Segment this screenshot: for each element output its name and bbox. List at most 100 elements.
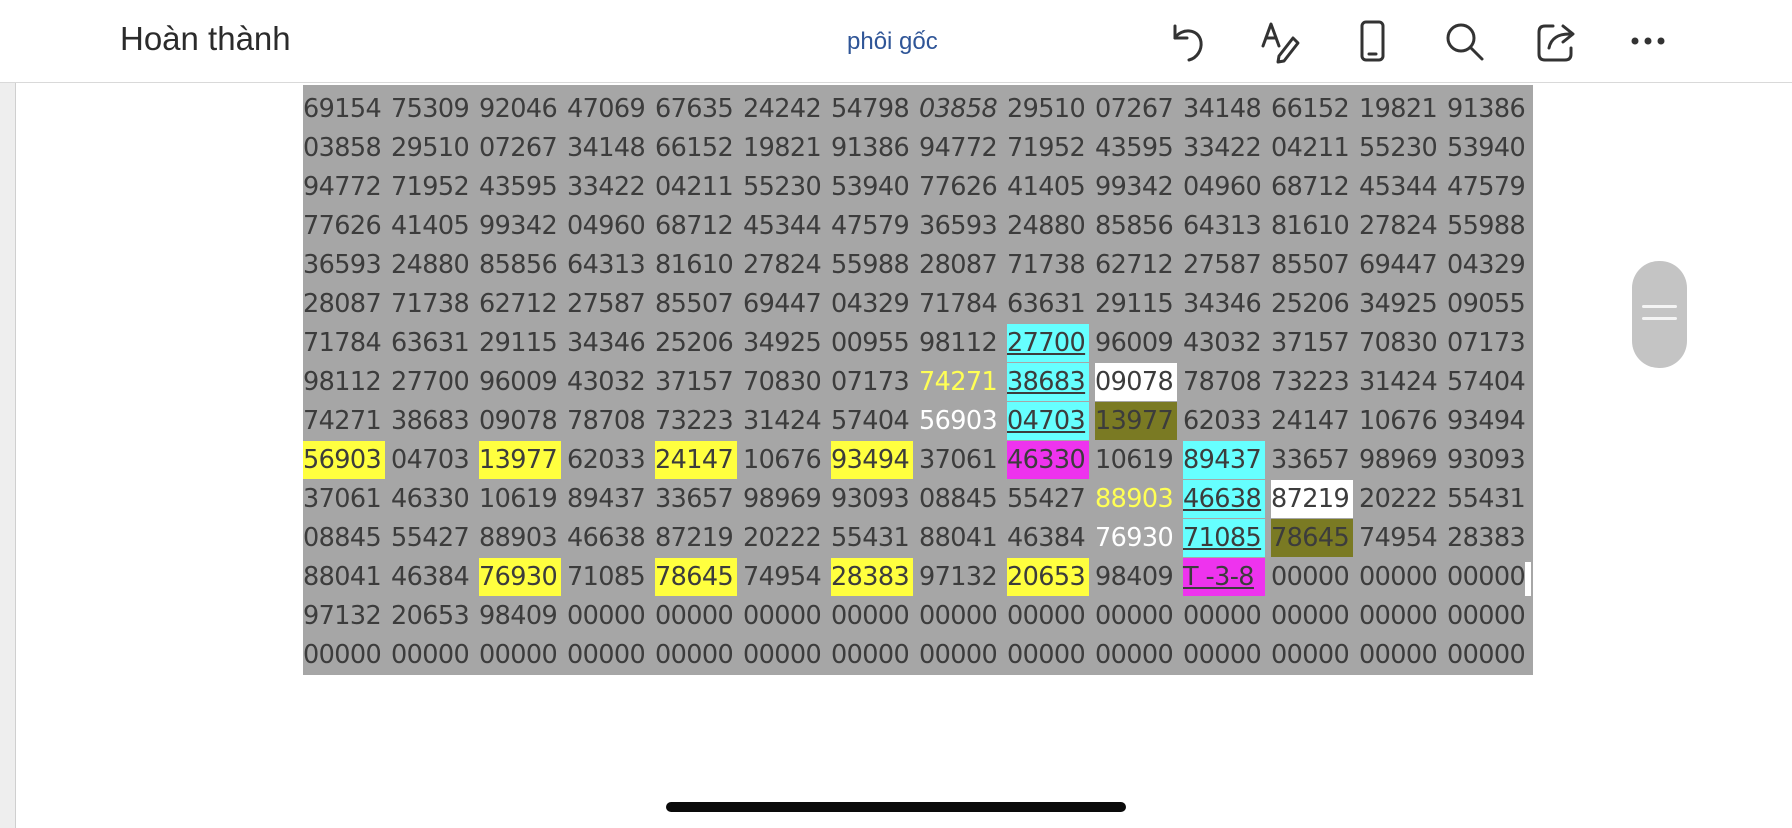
grid-cell[interactable]: 33422 — [567, 172, 646, 202]
grid-cell[interactable]: 00000 — [655, 601, 734, 631]
grid-cell[interactable]: 70830 — [743, 367, 822, 397]
grid-cell[interactable]: 47069 — [567, 94, 646, 124]
grid-cell[interactable]: 33657 — [655, 484, 734, 514]
grid-cell[interactable]: 89437 — [1183, 441, 1265, 479]
grid-cell[interactable]: 47579 — [1447, 172, 1526, 202]
grid-cell[interactable]: 71952 — [391, 172, 470, 202]
grid-cell[interactable]: 00000 — [1359, 562, 1438, 592]
grid-cell[interactable]: 33422 — [1183, 133, 1262, 163]
grid-cell[interactable]: 78708 — [1183, 367, 1262, 397]
grid-cell[interactable]: 29510 — [391, 133, 470, 163]
grid-cell[interactable]: 62712 — [1095, 250, 1174, 280]
grid-cell[interactable]: 27700 — [391, 367, 470, 397]
grid-cell[interactable]: 34148 — [567, 133, 646, 163]
grid-cell[interactable]: 66152 — [1271, 94, 1350, 124]
grid-cell[interactable]: 46638 — [567, 523, 646, 553]
grid-cell[interactable]: 24147 — [655, 441, 737, 479]
grid-cell[interactable]: 07173 — [1447, 328, 1526, 358]
grid-cell[interactable]: 00000 — [1095, 640, 1174, 670]
grid-cell[interactable]: 45344 — [743, 211, 822, 241]
grid-cell[interactable]: 07173 — [831, 367, 910, 397]
grid-cell[interactable]: 71085 — [567, 562, 646, 592]
grid-cell[interactable]: 62033 — [567, 445, 646, 475]
grid-cell[interactable]: 46638 — [1183, 480, 1265, 518]
grid-cell[interactable]: 36593 — [303, 250, 382, 280]
grid-cell[interactable]: 63631 — [1007, 289, 1086, 319]
grid-cell[interactable]: 71738 — [391, 289, 470, 319]
grid-cell[interactable]: 25206 — [1271, 289, 1350, 319]
done-button[interactable]: Hoàn thành — [120, 20, 291, 57]
grid-cell[interactable]: 68712 — [655, 211, 734, 241]
grid-cell[interactable]: 55427 — [391, 523, 470, 553]
grid-cell[interactable]: 67635 — [655, 94, 734, 124]
grid-cell[interactable]: 13977 — [479, 441, 561, 479]
grid-cell[interactable]: 57404 — [831, 406, 910, 436]
grid-cell[interactable]: 71784 — [303, 328, 382, 358]
grid-cell[interactable]: 37061 — [919, 445, 998, 475]
grid-cell[interactable]: 33657 — [1271, 445, 1350, 475]
grid-cell[interactable]: 24242 — [743, 94, 822, 124]
grid-cell[interactable]: 00000 — [743, 640, 822, 670]
grid-cell[interactable]: 69447 — [743, 289, 822, 319]
grid-cell[interactable]: 38683 — [391, 406, 470, 436]
grid-cell[interactable]: 24880 — [1007, 211, 1086, 241]
grid-cell[interactable]: 69447 — [1359, 250, 1438, 280]
grid-cell[interactable]: 20222 — [743, 523, 822, 553]
grid-cell[interactable]: 56903 — [919, 406, 998, 436]
grid-cell[interactable]: 34148 — [1183, 94, 1262, 124]
grid-cell[interactable]: 20222 — [1359, 484, 1438, 514]
more-icon[interactable] — [1625, 18, 1671, 64]
share-icon[interactable] — [1533, 18, 1579, 64]
grid-cell[interactable]: 85856 — [479, 250, 558, 280]
scroll-handle[interactable] — [1632, 261, 1687, 368]
grid-cell[interactable]: 10619 — [479, 484, 558, 514]
grid-cell[interactable]: 46330 — [391, 484, 470, 514]
grid-cell[interactable]: 00000 — [655, 640, 734, 670]
grid-cell[interactable]: 07267 — [479, 133, 558, 163]
grid-cell[interactable]: 88041 — [303, 562, 382, 592]
grid-cell[interactable]: 68712 — [1271, 172, 1350, 202]
grid-cell[interactable]: 71738 — [1007, 250, 1086, 280]
grid-cell[interactable]: 88903 — [479, 523, 558, 553]
grid-cell[interactable]: 99342 — [1095, 172, 1174, 202]
grid-cell[interactable]: 00000 — [1007, 601, 1086, 631]
grid-cell[interactable]: 19821 — [743, 133, 822, 163]
grid-cell[interactable]: 93093 — [1447, 445, 1526, 475]
grid-cell[interactable]: 04211 — [655, 172, 734, 202]
grid-cell[interactable]: 00000 — [479, 640, 558, 670]
grid-cell[interactable]: 70830 — [1359, 328, 1438, 358]
grid-cell[interactable]: 56903 — [303, 441, 385, 479]
grid-cell[interactable]: 00000 — [1271, 640, 1350, 670]
grid-cell[interactable]: 25206 — [655, 328, 734, 358]
grid-cell[interactable]: 03858 — [919, 94, 998, 124]
grid-cell[interactable]: 98112 — [303, 367, 382, 397]
grid-cell[interactable]: 29115 — [1095, 289, 1174, 319]
grid-cell[interactable]: 76930 — [1095, 523, 1174, 553]
grid-cell[interactable]: 04960 — [567, 211, 646, 241]
grid-cell[interactable]: 91386 — [1447, 94, 1526, 124]
grid-cell[interactable]: 37157 — [1271, 328, 1350, 358]
grid-cell[interactable]: 09078 — [1095, 363, 1177, 401]
grid-cell[interactable]: 99342 — [479, 211, 558, 241]
markup-pen-icon[interactable] — [1257, 18, 1303, 64]
grid-cell[interactable]: 77626 — [303, 211, 382, 241]
grid-cell[interactable]: 03858 — [303, 133, 382, 163]
grid-cell[interactable]: 10619 — [1095, 445, 1174, 475]
grid-cell[interactable]: 00000 — [1183, 601, 1262, 631]
document-title[interactable]: phôi gốc — [847, 28, 938, 55]
grid-cell[interactable]: 71952 — [1007, 133, 1086, 163]
grid-cell[interactable]: 55230 — [1359, 133, 1438, 163]
grid-cell[interactable]: 00955 — [831, 328, 910, 358]
grid-cell[interactable]: 00000 — [831, 640, 910, 670]
grid-cell[interactable]: 55431 — [1447, 484, 1526, 514]
grid-cell[interactable]: 81610 — [1271, 211, 1350, 241]
search-icon[interactable] — [1441, 18, 1487, 64]
grid-cell[interactable]: 19821 — [1359, 94, 1438, 124]
grid-cell[interactable]: 43032 — [1183, 328, 1262, 358]
grid-cell[interactable]: 88903 — [1095, 484, 1174, 514]
grid-cell[interactable]: 04329 — [1447, 250, 1526, 280]
grid-cell[interactable]: 41405 — [391, 211, 470, 241]
grid-cell[interactable]: 98409 — [479, 601, 558, 631]
grid-cell[interactable]: 00000 — [1447, 640, 1526, 670]
grid-cell[interactable]: 00000 — [1271, 562, 1350, 592]
